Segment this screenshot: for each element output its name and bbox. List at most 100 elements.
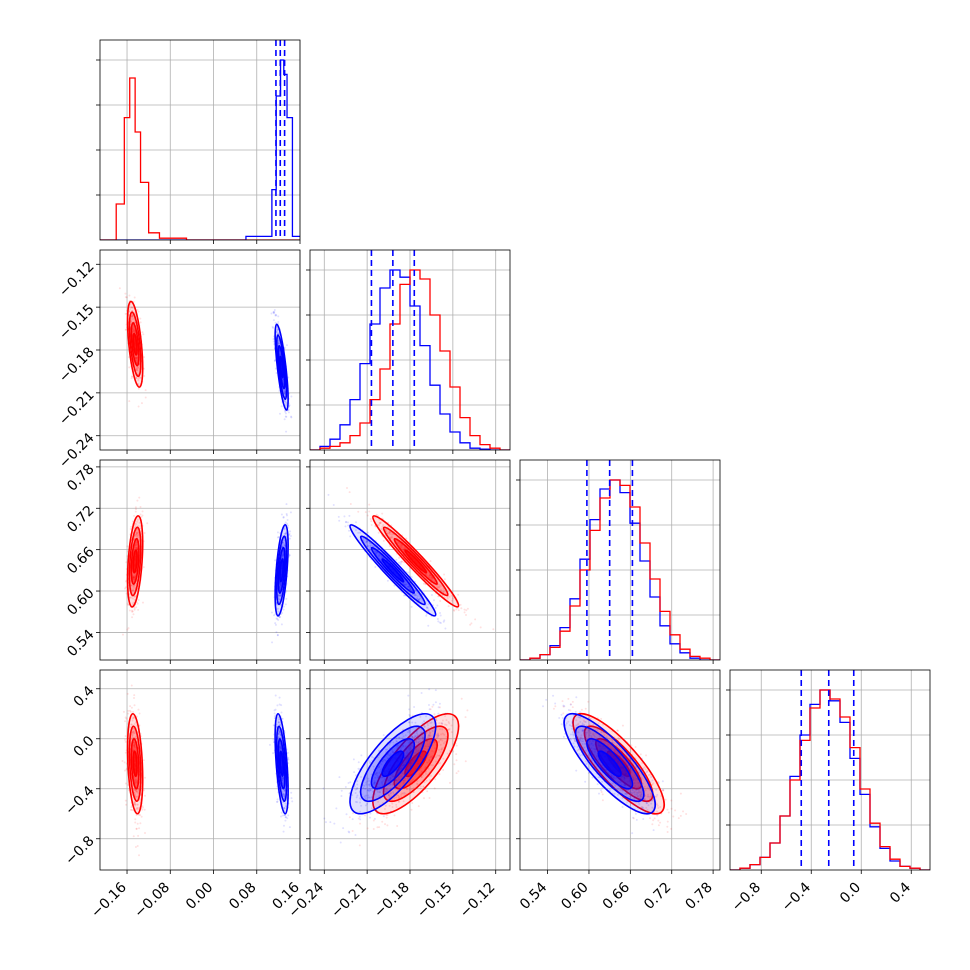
sample-point xyxy=(427,609,430,612)
sample-point xyxy=(272,312,275,315)
sample-point xyxy=(132,588,135,591)
sample-point xyxy=(428,759,431,762)
sample-point xyxy=(124,586,127,589)
sample-point xyxy=(356,801,359,804)
sample-point xyxy=(131,734,134,737)
sample-point xyxy=(274,622,277,625)
sample-point xyxy=(373,817,376,820)
sample-point xyxy=(389,533,392,536)
sample-point xyxy=(418,597,421,600)
sample-point xyxy=(392,774,395,777)
sample-point xyxy=(367,777,370,780)
sample-point xyxy=(430,764,433,767)
sample-point xyxy=(397,800,400,803)
density-contour xyxy=(404,549,428,574)
sample-point xyxy=(136,822,139,825)
sample-point xyxy=(282,381,285,384)
sample-point xyxy=(369,544,372,547)
sample-point xyxy=(345,486,348,489)
sample-point xyxy=(277,598,280,601)
sample-point xyxy=(137,405,140,408)
sample-point xyxy=(133,329,136,332)
sample-point xyxy=(400,775,403,778)
sample-point xyxy=(428,735,431,738)
sample-point xyxy=(275,372,278,375)
sample-point xyxy=(349,781,352,784)
sample-point xyxy=(406,749,409,752)
sample-point xyxy=(366,531,369,534)
sample-point xyxy=(445,719,448,722)
sample-point xyxy=(284,521,287,524)
sample-point xyxy=(399,561,402,564)
sample-point xyxy=(124,782,127,785)
sample-point xyxy=(133,744,136,747)
sample-point xyxy=(277,619,280,622)
sample-point xyxy=(146,522,149,525)
sample-point xyxy=(396,794,399,797)
sample-point xyxy=(443,733,446,736)
sample-point xyxy=(363,784,366,787)
sample-point xyxy=(380,527,383,530)
sample-point xyxy=(139,321,142,324)
sample-point xyxy=(283,390,286,393)
sample-point xyxy=(131,314,134,317)
x-tick-label: 0.08 xyxy=(226,880,259,913)
sample-point xyxy=(286,817,289,820)
pair-panel-3-0 xyxy=(99,669,301,871)
sample-point xyxy=(279,733,282,736)
sample-point xyxy=(129,709,132,712)
sample-point xyxy=(448,781,451,784)
sample-point xyxy=(411,735,414,738)
sample-point xyxy=(402,800,405,803)
sample-point xyxy=(132,330,135,333)
sample-point xyxy=(132,730,135,733)
sample-point xyxy=(366,544,369,547)
sample-point xyxy=(133,745,136,748)
sample-point xyxy=(348,514,351,517)
sample-point xyxy=(416,595,419,598)
x-tick-label: −0.08 xyxy=(131,880,173,922)
sample-point xyxy=(284,400,287,403)
sample-point xyxy=(280,704,283,707)
sample-point xyxy=(388,531,391,534)
sample-point xyxy=(412,787,415,790)
sample-point xyxy=(290,797,293,800)
sample-point xyxy=(133,535,136,538)
red-samples xyxy=(118,287,147,408)
sample-point xyxy=(383,808,386,811)
sample-point xyxy=(128,366,131,369)
sample-point xyxy=(279,582,282,585)
sample-point xyxy=(131,315,134,318)
sample-point xyxy=(126,545,129,548)
sample-point xyxy=(136,543,139,546)
sample-point xyxy=(136,807,139,810)
sample-point xyxy=(139,317,142,320)
sample-point xyxy=(357,761,360,764)
sample-point xyxy=(407,585,410,588)
sample-point xyxy=(396,768,399,771)
sample-point xyxy=(382,790,385,793)
sample-point xyxy=(426,761,429,764)
sample-point xyxy=(439,614,442,617)
sample-point xyxy=(430,721,433,724)
sample-point xyxy=(426,790,429,793)
sample-point xyxy=(272,311,275,314)
sample-point xyxy=(439,738,442,741)
sample-point xyxy=(279,352,282,355)
sample-point xyxy=(135,541,138,544)
sample-point xyxy=(400,544,403,547)
sample-point xyxy=(354,774,357,777)
sample-point xyxy=(404,756,407,759)
sample-point xyxy=(424,747,427,750)
sample-point xyxy=(132,744,135,747)
sample-point xyxy=(135,532,138,535)
sample-point xyxy=(129,596,132,599)
sample-point xyxy=(417,740,420,743)
sample-point xyxy=(287,408,290,411)
sample-point xyxy=(131,375,134,378)
sample-point xyxy=(414,751,417,754)
sample-point xyxy=(132,748,135,751)
sample-point xyxy=(395,745,398,748)
sample-point xyxy=(376,551,379,554)
sample-point xyxy=(131,731,134,734)
